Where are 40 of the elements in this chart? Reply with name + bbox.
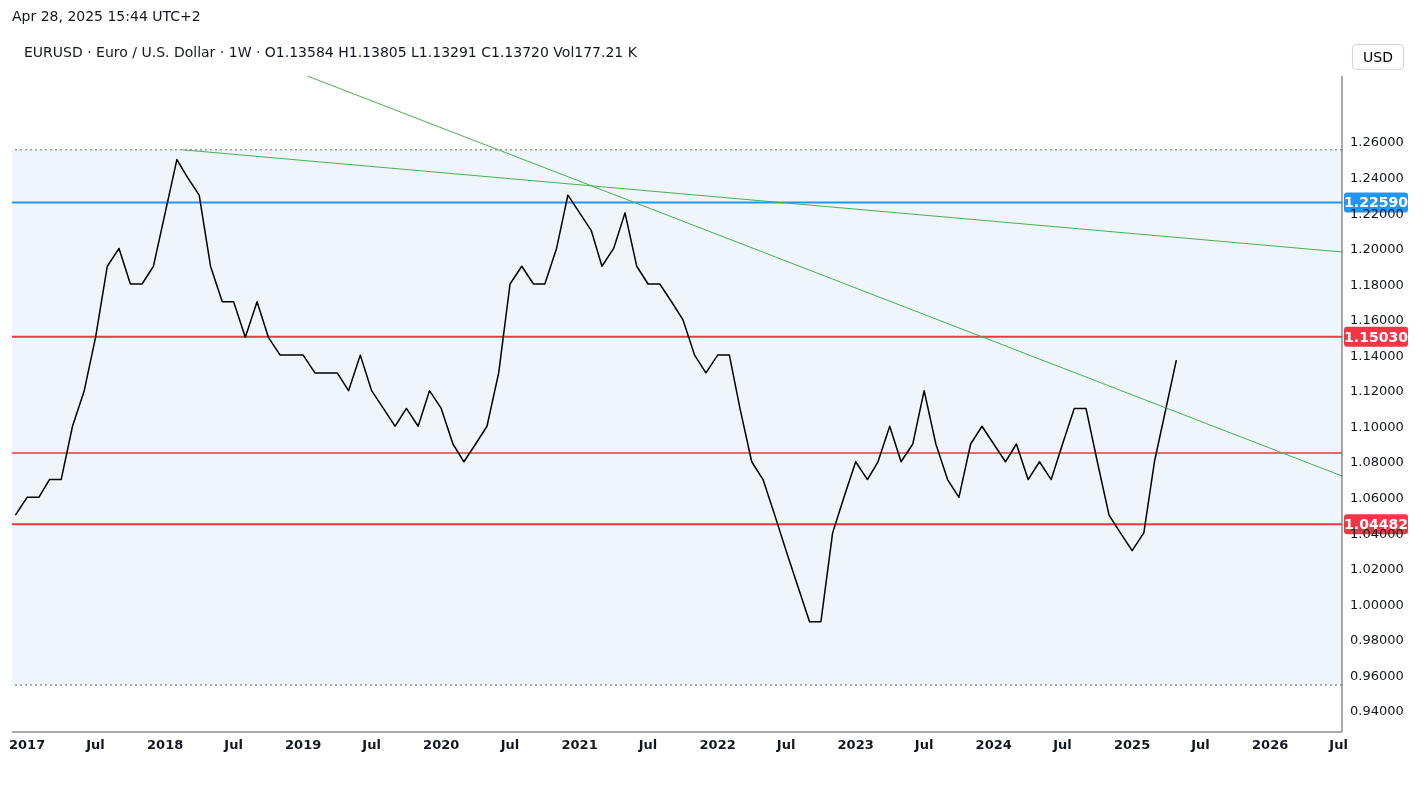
- y-tick-label: 1.24000: [1350, 169, 1404, 185]
- x-tick-label: 2019: [285, 737, 322, 753]
- x-tick-label: Jul: [775, 737, 796, 753]
- x-tick-label: 2018: [147, 737, 184, 753]
- y-tick-label: 1.26000: [1350, 134, 1404, 150]
- x-tick-label: Jul: [499, 737, 520, 753]
- x-tick-label: Jul: [223, 737, 243, 753]
- y-tick-label: 1.08000: [1350, 454, 1404, 470]
- chart-title: EURUSD · Euro / U.S. Dollar · 1W · O1.13584 H1.13805 L1.13291 C1.13720 Vol177.21 K: [24, 44, 637, 60]
- x-tick-label: 2024: [975, 737, 1012, 753]
- x-tick-label: Jul: [637, 737, 658, 753]
- x-tick-label: 2026: [1252, 737, 1289, 753]
- x-tick-label: 2020: [423, 737, 460, 753]
- x-tick-label: 2021: [561, 737, 598, 753]
- y-tick-label: 1.06000: [1350, 489, 1404, 505]
- y-tick-label: 1.10000: [1350, 418, 1404, 434]
- y-tick-label: 0.98000: [1350, 632, 1404, 648]
- y-tick-label: 0.94000: [1350, 703, 1404, 719]
- line-series: [14, 158, 1178, 623]
- x-tick-label: Jul: [1328, 737, 1348, 753]
- x-tick-label: Jul: [1190, 737, 1210, 753]
- x-tick-label: 2017: [9, 737, 46, 753]
- ref-line-label: 1.15030: [1344, 328, 1409, 345]
- x-tick-label: Jul: [85, 737, 105, 753]
- chart-subtitle: Apr 28, 2025 15:44 UTC+2: [12, 8, 202, 24]
- y-tick-label: 0.96000: [1350, 667, 1404, 683]
- y-tick-label: 1.16000: [1350, 312, 1404, 328]
- y-tick-label: 1.00000: [1350, 596, 1404, 612]
- x-tick-label: 2025: [1114, 737, 1151, 753]
- x-tick-label: Jul: [913, 737, 934, 753]
- x-tick-label: 2023: [837, 737, 874, 753]
- x-tick-label: Jul: [361, 737, 381, 753]
- y-axis-title: USD: [1352, 44, 1404, 70]
- y-tick-label: 1.18000: [1350, 276, 1404, 292]
- x-tick-label: Jul: [1052, 737, 1072, 753]
- x-tick-label: 2022: [699, 737, 736, 753]
- y-tick-label: 1.12000: [1350, 383, 1404, 399]
- y-tick-label: 1.02000: [1350, 561, 1404, 577]
- y-tick-label: 1.14000: [1350, 347, 1404, 363]
- y-tick-label: 1.20000: [1350, 241, 1404, 257]
